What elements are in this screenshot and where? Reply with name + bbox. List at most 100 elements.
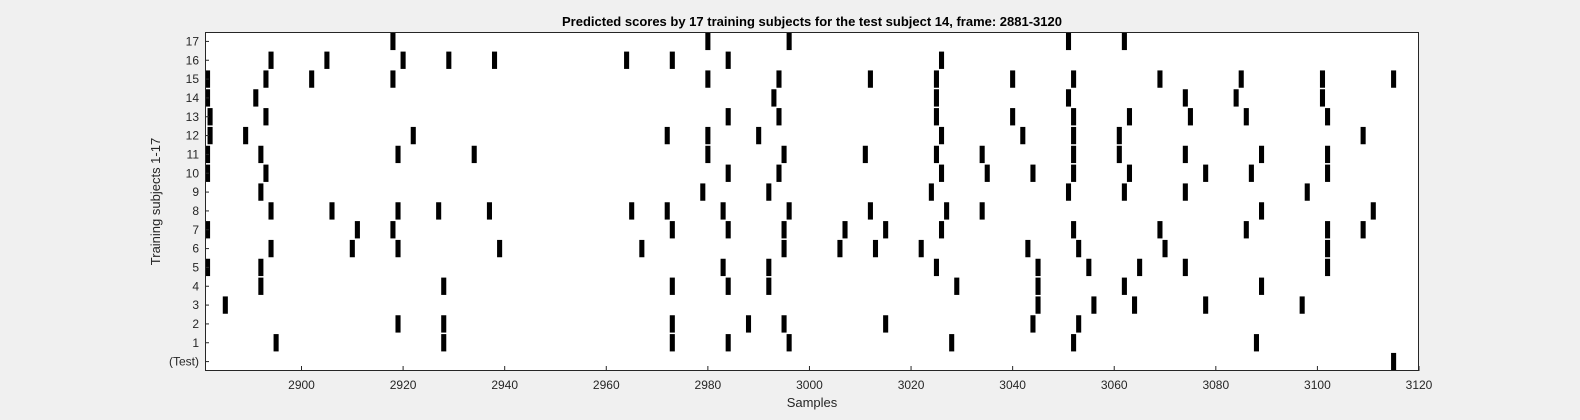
event-mark [486, 202, 492, 220]
event-mark [629, 202, 635, 220]
event-mark [984, 164, 990, 182]
event-mark [1203, 164, 1209, 182]
event-mark [243, 126, 249, 145]
event-mark [725, 51, 731, 69]
event-mark [705, 126, 711, 145]
x-tick-label: 2920 [390, 378, 417, 392]
x-tick-label: 3120 [1406, 378, 1433, 392]
event-mark [1325, 145, 1331, 164]
event-mark [1243, 221, 1249, 239]
event-mark [1076, 315, 1082, 333]
event-mark [781, 315, 787, 333]
y-tick-label: 15 [186, 72, 200, 86]
y-tick-label: 9 [192, 185, 199, 199]
event-mark [1182, 89, 1188, 107]
event-mark [1086, 258, 1092, 277]
event-mark [1071, 334, 1077, 352]
event-mark [933, 89, 939, 107]
event-mark [725, 164, 731, 182]
event-mark [1243, 108, 1249, 126]
event-mark [786, 32, 792, 51]
event-mark [700, 183, 706, 201]
event-mark [786, 202, 792, 220]
event-mark [1065, 89, 1072, 107]
event-mark [867, 70, 873, 88]
y-tick-label: 2 [192, 317, 199, 331]
event-mark [949, 334, 955, 352]
y-tick-label: 14 [186, 91, 200, 105]
y-tick-label: 7 [192, 223, 199, 237]
y-tick-label: 5 [192, 260, 199, 274]
plot-frame [205, 32, 1419, 371]
event-mark [1121, 183, 1127, 201]
event-mark [395, 145, 401, 164]
x-tick-label: 3020 [898, 378, 925, 392]
event-mark [1010, 108, 1016, 126]
event-mark [324, 51, 330, 69]
y-axis-label: Training subjects 1-17 [148, 138, 163, 265]
event-mark [1071, 126, 1077, 145]
event-mark [766, 258, 772, 277]
event-mark [207, 108, 213, 126]
event-mark [497, 239, 503, 258]
event-mark [390, 221, 396, 239]
event-mark [258, 183, 264, 201]
event-mark [938, 164, 945, 182]
event-mark [1116, 145, 1122, 164]
event-mark [1157, 70, 1163, 88]
event-mark [1132, 296, 1138, 314]
event-mark [862, 145, 868, 164]
event-mark [1325, 108, 1331, 126]
event-mark [1182, 145, 1188, 164]
y-tick-label: 11 [187, 147, 200, 161]
event-mark [400, 51, 406, 69]
event-mark [705, 145, 711, 164]
x-tick-label: 2960 [593, 378, 620, 392]
event-mark [1071, 108, 1077, 126]
event-mark [720, 202, 726, 220]
event-mark [1182, 258, 1188, 277]
event-mark [1187, 108, 1193, 126]
x-tick-label: 3060 [1101, 378, 1128, 392]
event-mark [354, 221, 360, 239]
event-mark [1325, 258, 1331, 277]
event-mark [725, 221, 731, 239]
event-mark [776, 164, 782, 182]
event-mark [1238, 70, 1244, 88]
event-mark [624, 51, 630, 69]
event-mark [725, 108, 731, 126]
event-mark [1253, 334, 1259, 352]
event-mark [725, 277, 731, 295]
event-mark [258, 258, 264, 277]
event-mark [1025, 239, 1031, 258]
event-mark [883, 315, 889, 333]
event-mark [1259, 145, 1265, 164]
event-mark [669, 221, 675, 239]
event-mark [1071, 221, 1077, 239]
event-mark [390, 32, 396, 51]
x-tick-label: 3040 [999, 378, 1026, 392]
event-mark [441, 315, 447, 333]
event-mark [222, 296, 228, 314]
event-mark [1319, 89, 1326, 107]
event-mark [410, 126, 416, 145]
y-tick-label: 8 [192, 204, 199, 218]
x-tick-label: 2900 [288, 378, 315, 392]
event-mark [1182, 183, 1188, 201]
chart-title: Predicted scores by 17 training subjects… [562, 14, 1062, 29]
event-mark [664, 126, 670, 145]
event-mark [436, 202, 442, 220]
event-mark [883, 221, 889, 239]
event-mark [1091, 296, 1097, 314]
event-mark [928, 183, 934, 201]
event-mark [669, 277, 675, 295]
event-mark [669, 334, 675, 352]
event-mark [933, 70, 939, 88]
event-mark [395, 239, 401, 258]
y-tick-label: 16 [186, 53, 200, 67]
event-mark [1360, 221, 1366, 239]
event-mark [979, 202, 985, 220]
event-mark [837, 239, 843, 258]
